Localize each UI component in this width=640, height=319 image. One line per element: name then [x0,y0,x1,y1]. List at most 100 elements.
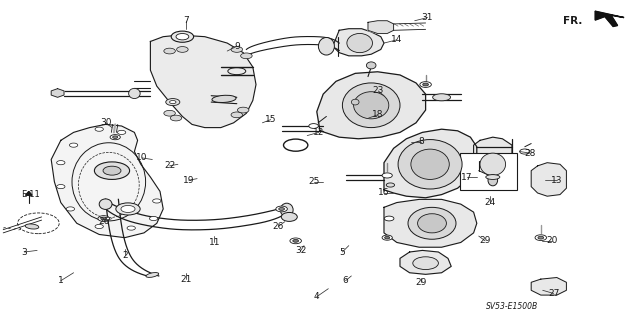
Text: 12: 12 [313,128,324,137]
Ellipse shape [172,31,193,42]
Ellipse shape [433,94,451,101]
Ellipse shape [99,199,112,210]
Text: 10: 10 [136,153,148,162]
Text: 29: 29 [479,236,491,245]
Ellipse shape [164,110,175,116]
Polygon shape [474,137,512,188]
Ellipse shape [411,149,449,179]
Text: 8: 8 [419,137,424,146]
Polygon shape [531,278,566,295]
Polygon shape [384,129,477,198]
Ellipse shape [308,123,319,129]
Ellipse shape [384,216,394,221]
Text: 31: 31 [422,13,433,22]
Text: 16: 16 [378,189,390,197]
Polygon shape [333,29,384,56]
Ellipse shape [279,208,285,211]
Ellipse shape [319,38,334,55]
Ellipse shape [231,47,243,52]
Ellipse shape [342,83,400,128]
Ellipse shape [95,225,104,228]
Ellipse shape [170,115,182,121]
Ellipse shape [385,236,390,239]
Bar [460,153,517,190]
Ellipse shape [353,92,389,119]
Text: 17: 17 [461,173,473,182]
Ellipse shape [176,33,189,40]
Text: 25: 25 [308,177,319,186]
Ellipse shape [113,136,118,138]
Polygon shape [51,89,64,97]
Polygon shape [26,191,32,195]
Ellipse shape [121,205,135,212]
Ellipse shape [69,143,78,147]
Text: SV53-E1500B: SV53-E1500B [486,302,538,311]
Ellipse shape [95,127,104,131]
Ellipse shape [231,112,243,118]
Ellipse shape [241,53,252,59]
Text: 4: 4 [314,292,319,301]
Ellipse shape [382,173,392,178]
Polygon shape [150,35,256,128]
Polygon shape [595,11,624,26]
Text: 2: 2 [122,251,127,260]
Text: 18: 18 [372,110,383,119]
Ellipse shape [127,226,136,230]
Text: 5: 5 [340,248,345,256]
Ellipse shape [118,130,125,135]
Text: 27: 27 [548,289,559,298]
Ellipse shape [212,95,236,102]
Text: 26: 26 [273,222,284,231]
Ellipse shape [98,216,109,221]
Text: 26: 26 [98,217,109,226]
Polygon shape [317,72,426,139]
Ellipse shape [67,207,74,211]
Ellipse shape [110,135,120,140]
Ellipse shape [408,207,456,239]
Ellipse shape [237,107,249,113]
Ellipse shape [146,272,159,278]
Text: E-11: E-11 [20,190,40,199]
Ellipse shape [116,203,140,215]
Ellipse shape [282,212,298,221]
Ellipse shape [351,99,359,105]
Ellipse shape [423,83,429,86]
Ellipse shape [170,100,176,104]
Ellipse shape [129,88,140,99]
Ellipse shape [276,206,287,212]
Polygon shape [368,21,394,33]
Text: 9: 9 [234,42,239,51]
Ellipse shape [520,149,530,154]
Ellipse shape [538,236,543,239]
Ellipse shape [418,214,447,233]
Ellipse shape [420,82,431,87]
Text: 22: 22 [164,161,175,170]
Ellipse shape [382,235,392,240]
Text: 6: 6 [343,276,348,285]
Ellipse shape [535,235,547,241]
Ellipse shape [355,98,368,103]
Text: 19: 19 [183,176,195,185]
Text: 1: 1 [58,276,63,285]
Ellipse shape [177,47,188,52]
Polygon shape [51,124,163,238]
Text: FR.: FR. [563,16,582,26]
Text: 30: 30 [100,118,111,127]
Ellipse shape [101,217,106,220]
Ellipse shape [386,183,394,187]
Text: 11: 11 [209,238,220,247]
Ellipse shape [153,199,161,203]
Text: 21: 21 [180,275,191,284]
Text: 29: 29 [415,278,427,287]
Ellipse shape [166,99,180,106]
Ellipse shape [480,153,506,175]
Ellipse shape [25,224,39,229]
Text: 32: 32 [295,246,307,255]
Ellipse shape [150,217,157,221]
Text: 15: 15 [265,115,276,124]
Ellipse shape [398,140,462,189]
Text: 23: 23 [372,86,384,95]
Ellipse shape [486,175,500,180]
Ellipse shape [280,203,293,217]
Text: 28: 28 [524,149,536,158]
